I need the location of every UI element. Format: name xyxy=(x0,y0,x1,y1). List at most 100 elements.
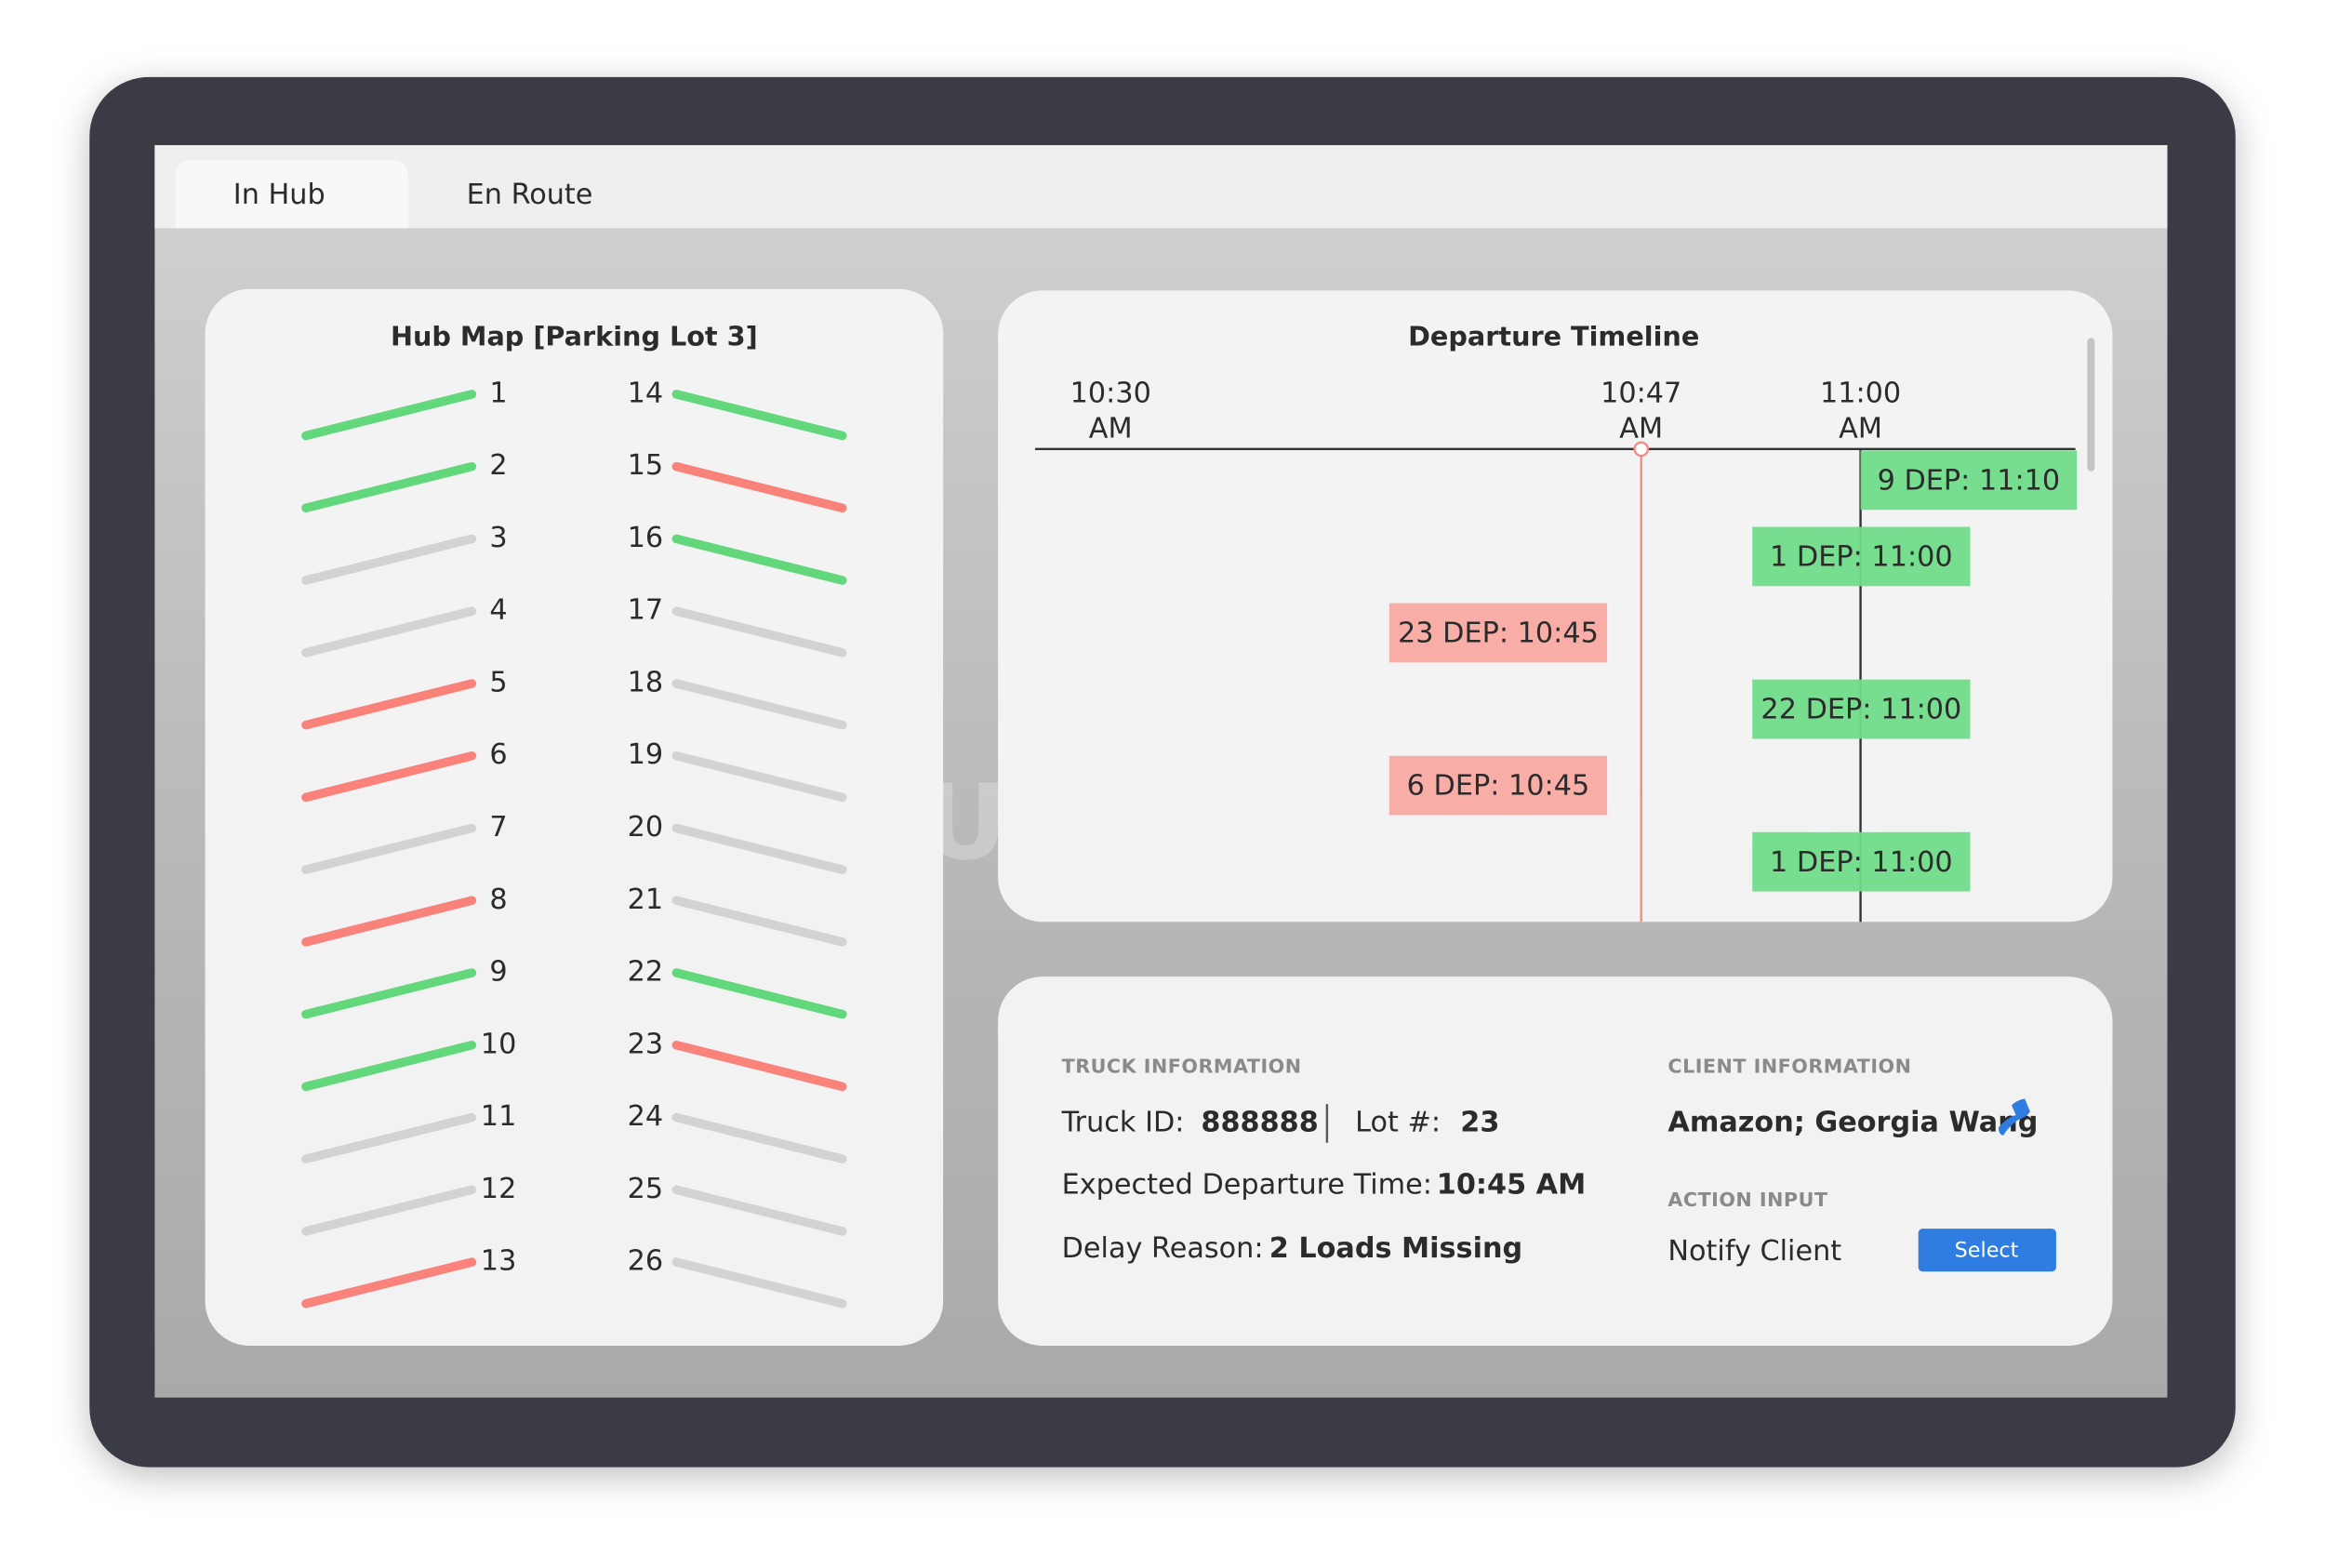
departure-bar xyxy=(1752,679,1971,739)
field-label: Delay Reason: xyxy=(1062,1232,1264,1265)
lot-number: 22 xyxy=(628,956,664,989)
parking-spot xyxy=(301,534,477,585)
action-label: Notify Client xyxy=(1667,1235,1841,1268)
lot-number: 2 xyxy=(489,449,507,482)
time-period: AM xyxy=(1839,413,1882,445)
current-time-marker xyxy=(1633,441,1650,458)
parking-spot xyxy=(671,390,847,441)
lot-number: 9 xyxy=(489,956,507,989)
departure-bar xyxy=(1752,831,1971,892)
lot-number: 24 xyxy=(628,1100,664,1133)
parking-spot xyxy=(301,1185,477,1236)
field-label: Truck ID: xyxy=(1061,1106,1185,1138)
departure-bar xyxy=(1752,526,1971,587)
lot-list: 1234567891011121314151617181920212223242… xyxy=(301,377,847,1309)
phone-icon[interactable] xyxy=(1998,1095,2032,1139)
parking-spot xyxy=(671,968,847,1019)
lot-number: 12 xyxy=(481,1173,517,1205)
field-value: 2 Loads Missing xyxy=(1269,1232,1522,1265)
lot-number: 25 xyxy=(628,1173,664,1205)
parking-spot xyxy=(671,679,847,730)
lot-number: 15 xyxy=(628,449,664,482)
lot-number: 11 xyxy=(481,1100,517,1133)
parking-spot xyxy=(671,1041,847,1092)
parking-spot xyxy=(301,968,477,1019)
parking-spot xyxy=(671,896,847,947)
parking-spot xyxy=(301,896,477,947)
parking-spot xyxy=(301,461,477,513)
lot-number: 21 xyxy=(628,884,664,916)
departure-bar xyxy=(1860,450,2078,511)
timeline-content: 10:30 AM 10:47 AM 11:00 AM 9 DEP: 11:10 1 DEP: … xyxy=(1070,377,2078,892)
lot-number: 26 xyxy=(628,1245,664,1278)
info-panel xyxy=(998,977,2113,1346)
parking-spot xyxy=(671,1185,847,1236)
departure-label: 9 DEP: 11:10 xyxy=(1878,464,2061,497)
parking-spot xyxy=(301,1112,477,1163)
panel-title: Hub Map [Parking Lot 3] xyxy=(391,320,758,352)
section-heading: CLIENT INFORMATION xyxy=(1667,1055,1911,1077)
parking-spot xyxy=(671,823,847,874)
departure-label: 22 DEP: 11:00 xyxy=(1760,694,1961,726)
departure-bar xyxy=(1388,755,1608,816)
parking-spot xyxy=(301,823,477,874)
time-period: AM xyxy=(1619,413,1663,445)
lot-number: 6 xyxy=(489,738,507,771)
departure-label: 23 DEP: 10:45 xyxy=(1398,618,1599,650)
lot-number: 4 xyxy=(489,594,507,627)
lot-number: 5 xyxy=(489,666,507,698)
panel-title: Departure Timeline xyxy=(1408,320,1699,352)
time-label: 11:00 xyxy=(1820,377,1901,409)
parking-spot xyxy=(301,1257,477,1309)
lot-number: 7 xyxy=(489,811,507,844)
field-label: Expected Departure Time: xyxy=(1062,1168,1432,1201)
button-label[interactable]: Select xyxy=(1955,1238,2019,1262)
time-label: 10:47 xyxy=(1601,377,1681,409)
parking-spot xyxy=(671,1257,847,1309)
lot-number: 1 xyxy=(489,377,507,409)
lot-number: 23 xyxy=(628,1028,664,1060)
tab[interactable]: In Hub xyxy=(233,179,326,211)
lot-number: 14 xyxy=(628,377,664,409)
lot-number: 3 xyxy=(489,522,507,554)
field-value: 888888 xyxy=(1201,1106,1318,1138)
departure-label: 1 DEP: 11:00 xyxy=(1770,540,1953,573)
parking-spot xyxy=(301,390,477,441)
lot-number: 8 xyxy=(489,884,507,916)
parking-spot xyxy=(301,1041,477,1092)
parking-spot xyxy=(301,679,477,730)
parking-spot xyxy=(301,751,477,803)
section-heading: ACTION INPUT xyxy=(1667,1189,1827,1211)
section-heading: TRUCK INFORMATION xyxy=(1062,1055,1302,1077)
parking-spot xyxy=(671,606,847,658)
lot-number: 19 xyxy=(628,738,664,771)
field-value: 23 xyxy=(1460,1106,1499,1138)
lot-number: 20 xyxy=(628,811,664,844)
lot-number: 13 xyxy=(481,1245,517,1278)
lot-number: 10 xyxy=(481,1028,517,1060)
tab[interactable]: En Route xyxy=(467,179,593,211)
parking-spot xyxy=(671,751,847,803)
lot-number: 16 xyxy=(628,522,664,554)
parking-spot xyxy=(671,461,847,513)
parking-spot xyxy=(671,1112,847,1163)
active-tab[interactable] xyxy=(175,160,408,229)
tab-bar xyxy=(154,145,2168,229)
time-label: 10:30 xyxy=(1070,377,1151,409)
hub-map-panel xyxy=(205,288,944,1346)
departure-bar xyxy=(1388,603,1608,663)
select-button[interactable] xyxy=(1918,1229,2056,1272)
field-value: 10:45 AM xyxy=(1437,1168,1586,1201)
client-name: Amazon; Georgia Wang xyxy=(1667,1106,2038,1138)
parking-spot xyxy=(301,606,477,658)
scrollbar[interactable] xyxy=(2087,338,2095,472)
lot-number: 17 xyxy=(628,594,664,627)
departure-label: 6 DEP: 10:45 xyxy=(1407,770,1590,803)
departure-label: 1 DEP: 11:00 xyxy=(1770,846,1953,879)
lot-number: 18 xyxy=(628,666,664,698)
parking-spot xyxy=(671,534,847,585)
time-period: AM xyxy=(1089,413,1133,445)
field-label: Lot #: xyxy=(1355,1106,1441,1138)
